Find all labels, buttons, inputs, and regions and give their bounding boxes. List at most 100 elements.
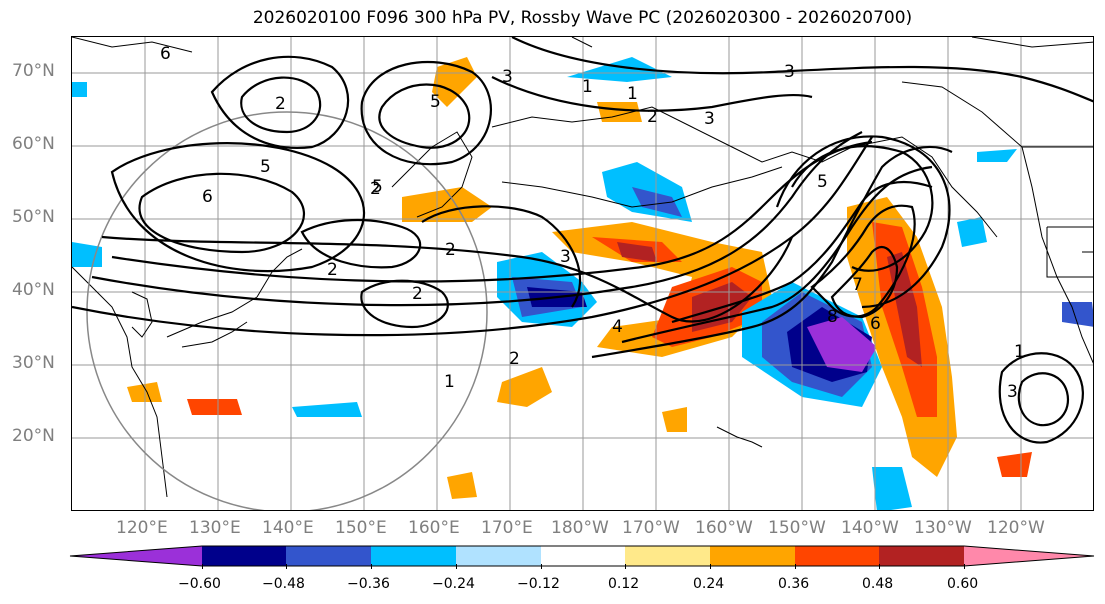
contour-labels: 6 3 1 5 3 2 3 5 2 5 6 2 2 3 2 2 4 2 1 1 … [160, 44, 1025, 402]
coastline-korea [131, 291, 153, 338]
contour-line [511, 37, 1093, 103]
lon-label-120w: 120°W [987, 518, 1045, 538]
contour-label: 5 [430, 92, 441, 112]
contour-line [91, 131, 863, 307]
lon-label-120e: 120°E [116, 518, 168, 538]
contour-line [1017, 372, 1070, 427]
state-borders [1022, 146, 1093, 278]
map-title: 2026020100 F096 300 hPa PV, Rossby Wave … [252, 8, 913, 28]
contour-line [671, 180, 933, 324]
colorbar-tick-mark [795, 564, 796, 569]
colorbar-tick-label: −0.60 [178, 576, 221, 592]
coastline-japan-south [181, 321, 248, 348]
contour-line [300, 218, 422, 269]
coastline-arctic [72, 37, 1093, 53]
colorbar-tick-label: 0.36 [778, 576, 810, 592]
shade-positive-patch [402, 187, 492, 222]
colorbar-segment [795, 546, 879, 566]
map-panel[interactable]: 6 3 1 5 3 2 3 5 2 5 6 2 2 3 2 2 4 2 1 1 … [71, 36, 1094, 511]
colorbar-tick-label: 0.24 [693, 576, 725, 592]
lat-label-60n: 60°N [12, 134, 55, 154]
lon-label-130e: 130°E [189, 518, 241, 538]
shade-negative-patch [977, 149, 1017, 162]
lon-label-180w: 180°W [551, 518, 609, 538]
shade-negative-patch [957, 217, 987, 247]
lon-label-170w: 170°W [622, 518, 680, 538]
colorbar-tick-mark [202, 564, 203, 569]
coastline-asia [72, 266, 168, 498]
coastline-japan [166, 248, 303, 338]
shade-negative-patch [567, 57, 672, 82]
colorbar-tick-label: 0.48 [862, 576, 894, 592]
contour-line [111, 140, 873, 283]
colorbar-segment [371, 546, 456, 566]
colorbar-tick-label: −0.12 [517, 576, 560, 592]
contour-label: 6 [870, 314, 881, 334]
contour-label: 2 [327, 260, 338, 280]
colorbar [69, 545, 1095, 567]
lon-label-160e: 160°E [408, 518, 460, 538]
shade-negative-patch [72, 82, 87, 97]
shade-positive-patch [497, 367, 552, 407]
contour-line [791, 145, 934, 272]
contour-label: 5 [817, 172, 828, 192]
colorbar-tick-mark [625, 564, 626, 569]
colorbar-segment [202, 546, 286, 566]
contour-label: 4 [612, 317, 623, 337]
colorbar-tick-mark [456, 564, 457, 569]
shade-positive-patch [597, 102, 642, 122]
contour-line [378, 83, 471, 149]
contour-label: 3 [784, 62, 795, 82]
shade-negative-patch [632, 187, 682, 217]
contour-label: 3 [704, 109, 715, 129]
colorbar-segment [541, 546, 625, 566]
lon-label-160w: 160°W [695, 518, 753, 538]
colorbar-segment [625, 546, 710, 566]
colorbar-tick-label: 0.12 [608, 576, 640, 592]
contour-line [998, 352, 1084, 444]
contour-label: 3 [560, 247, 571, 267]
contour-label: 2 [275, 94, 286, 114]
lat-label-30n: 30°N [12, 353, 55, 373]
contour-line [138, 172, 305, 254]
contour-label: 3 [1007, 382, 1018, 402]
shade-positive-patch [617, 242, 657, 262]
colorbar-tick-label: 0.60 [947, 576, 979, 592]
lon-label-130w: 130°W [914, 518, 972, 538]
colorbar-tick-mark [710, 564, 711, 569]
map-canvas: 6 3 1 5 3 2 3 5 2 5 6 2 2 3 2 2 4 2 1 1 … [72, 37, 1093, 510]
contour-label: 1 [1014, 342, 1025, 362]
coastline-alaska [491, 106, 998, 238]
contour-label: 1 [582, 77, 593, 97]
lat-label-40n: 40°N [12, 280, 55, 300]
colorbar-tick-mark [879, 564, 880, 569]
contour-line [110, 142, 366, 273]
contour-line [830, 245, 899, 319]
colorbar-tick-label: −0.24 [432, 576, 475, 592]
contour-line [240, 76, 322, 134]
contour-label: 1 [444, 372, 455, 392]
coastline-north-america [901, 81, 1093, 364]
shade-negative-patch [292, 402, 362, 417]
contour-line [775, 135, 951, 309]
contour-label: 2 [647, 107, 658, 127]
shade-negative-patch [807, 317, 877, 372]
shade-positive-patch [662, 407, 687, 432]
shade-negative-patch [1062, 302, 1093, 327]
contour-line [491, 76, 813, 112]
coastlines [72, 37, 1093, 498]
colorbar-tick-mark [371, 564, 372, 569]
contour-label: 2 [509, 349, 520, 369]
shade-positive-patch [997, 452, 1032, 477]
lon-label-150w: 150°W [768, 518, 826, 538]
contour-label: 6 [202, 187, 213, 207]
colorbar-segment [879, 546, 964, 566]
great-circle-ring [86, 111, 488, 510]
coastline-aleutians [501, 166, 783, 208]
colorbar-tick-mark [541, 564, 542, 569]
contour-label: 2 [445, 240, 456, 260]
lon-label-140w: 140°W [841, 518, 899, 538]
lon-label-170e: 170°E [481, 518, 533, 538]
lon-label-150e: 150°E [335, 518, 387, 538]
colorbar-segment [456, 546, 541, 566]
